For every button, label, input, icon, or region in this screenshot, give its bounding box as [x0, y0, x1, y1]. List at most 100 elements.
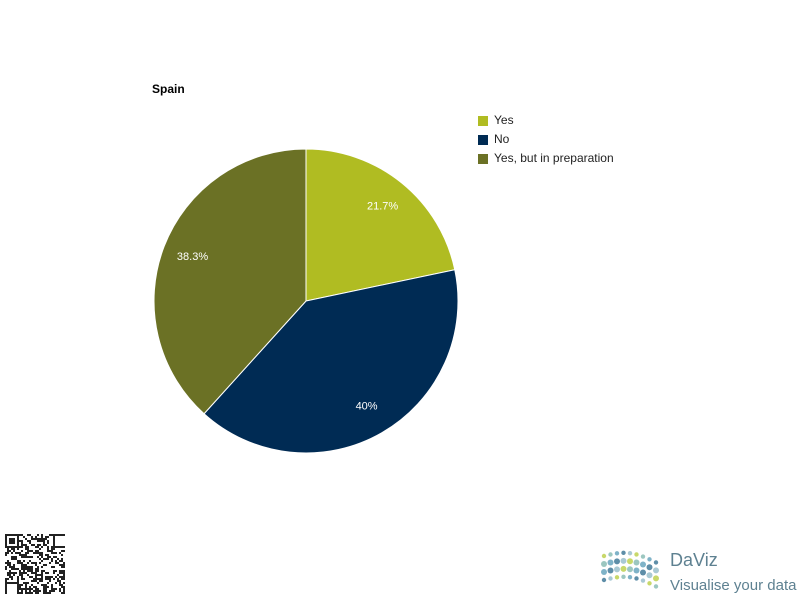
qr-cell	[5, 568, 7, 570]
qr-cell	[47, 548, 49, 550]
qr-cell	[59, 582, 61, 584]
qr-cell	[47, 554, 49, 556]
qr-cell	[51, 584, 53, 586]
qr-cell	[5, 562, 7, 564]
qr-cell	[61, 554, 63, 556]
qr-cell	[21, 534, 23, 536]
qr-cell	[59, 546, 61, 548]
qr-cell	[31, 538, 33, 540]
qr-cell	[25, 564, 27, 566]
qr-cell	[33, 590, 35, 592]
qr-cell	[29, 590, 31, 592]
qr-cell	[11, 534, 13, 536]
qr-cell	[9, 550, 11, 552]
qr-cell	[25, 554, 27, 556]
pie-slice	[153, 148, 307, 415]
qr-cell	[63, 578, 65, 580]
qr-cell	[5, 582, 7, 584]
qr-cell	[43, 538, 45, 540]
qr-cell	[11, 538, 13, 540]
qr-cell	[29, 560, 31, 562]
qr-cell	[23, 556, 25, 558]
qr-cell	[13, 556, 15, 558]
qr-cell	[37, 534, 39, 536]
qr-cell	[53, 542, 55, 544]
qr-cell	[19, 588, 21, 590]
qr-cell	[25, 568, 27, 570]
qr-cell	[19, 540, 21, 542]
qr-cell	[13, 540, 15, 542]
qr-cell	[17, 544, 19, 546]
qr-cell	[27, 552, 29, 554]
qr-cell	[29, 550, 31, 552]
qr-cell	[31, 536, 33, 538]
qr-cell	[21, 550, 23, 552]
qr-cell	[23, 566, 25, 568]
qr-cell	[59, 590, 61, 592]
qr-cell	[51, 566, 53, 568]
qr-cell	[23, 572, 25, 574]
qr-cell	[15, 556, 17, 558]
qr-cell	[17, 580, 19, 582]
qr-cell	[23, 578, 25, 580]
qr-cell	[15, 534, 17, 536]
qr-cell	[49, 576, 51, 578]
qr-cell	[53, 534, 55, 536]
qr-cell	[43, 584, 45, 586]
legend-swatch	[478, 154, 488, 164]
qr-cell	[19, 560, 21, 562]
qr-cell	[43, 564, 45, 566]
qr-cell	[45, 578, 47, 580]
qr-cell	[61, 592, 63, 594]
logo-dot	[640, 569, 646, 576]
qr-cell	[29, 556, 31, 558]
qr-cell	[11, 540, 13, 542]
qr-cell	[7, 534, 9, 536]
qr-cell	[51, 558, 53, 560]
qr-cell	[57, 580, 59, 582]
qr-cell	[25, 538, 27, 540]
qr-cell	[45, 544, 47, 546]
qr-cell	[27, 562, 29, 564]
qr-cell	[33, 580, 35, 582]
qr-cell	[33, 586, 35, 588]
qr-cell	[55, 582, 57, 584]
qr-cell	[7, 550, 9, 552]
qr-cell	[11, 556, 13, 558]
qr-cell	[7, 564, 9, 566]
qr-cell	[7, 574, 9, 576]
qr-cell	[15, 568, 17, 570]
qr-cell	[41, 574, 43, 576]
qr-cell	[61, 570, 63, 572]
qr-cell	[27, 582, 29, 584]
qr-cell	[63, 570, 65, 572]
qr-cell	[13, 572, 15, 574]
qr-cell	[27, 592, 29, 594]
qr-cell	[39, 544, 41, 546]
qr-cell	[43, 540, 45, 542]
qr-cell	[15, 572, 17, 574]
qr-cell	[61, 546, 63, 548]
qr-cell	[5, 536, 7, 538]
qr-cell	[17, 592, 19, 594]
qr-cell	[27, 546, 29, 548]
qr-cell	[25, 582, 27, 584]
qr-cell	[9, 566, 11, 568]
qr-cell	[9, 542, 11, 544]
qr-cell	[11, 566, 13, 568]
qr-cell	[41, 566, 43, 568]
qr-cell	[51, 546, 53, 548]
qr-cell	[33, 544, 35, 546]
qr-cell	[63, 576, 65, 578]
qr-cell	[13, 546, 15, 548]
qr-cell	[21, 592, 23, 594]
qr-cell	[47, 586, 49, 588]
qr-cell	[59, 564, 61, 566]
qr-cell	[29, 592, 31, 594]
logo-dot	[620, 565, 627, 572]
qr-cell	[59, 552, 61, 554]
qr-cell	[7, 578, 9, 580]
qr-cell	[21, 546, 23, 548]
logo-dot	[620, 557, 627, 564]
qr-cell	[15, 582, 17, 584]
